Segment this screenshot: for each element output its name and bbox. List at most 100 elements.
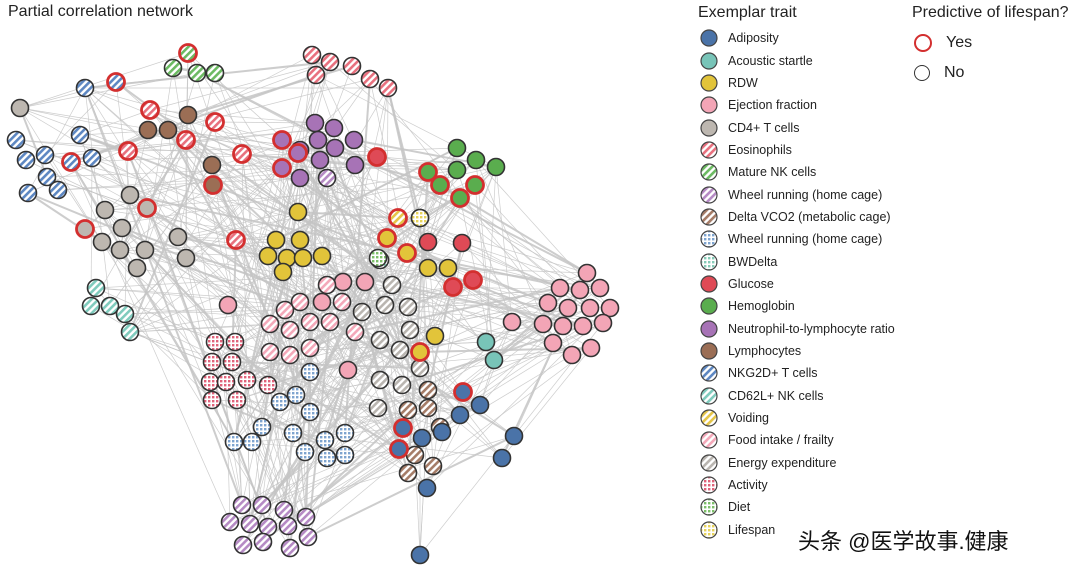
network-node — [370, 330, 390, 350]
network-node — [463, 270, 483, 290]
network-node — [388, 208, 408, 228]
legend-item: Lymphocytes — [698, 340, 898, 362]
network-node — [127, 258, 147, 278]
network-edge — [121, 227, 323, 303]
network-edge — [309, 321, 409, 411]
legend-item-label: Wheel running (home cage) — [728, 232, 883, 247]
network-node — [120, 322, 140, 342]
network-edge — [84, 87, 243, 506]
network-node — [258, 375, 278, 395]
network-edge — [95, 287, 301, 303]
network-edge — [305, 289, 581, 518]
network-node — [570, 280, 590, 300]
network-node — [317, 448, 337, 468]
network-node — [332, 292, 352, 312]
network-node — [232, 144, 252, 164]
network-node — [418, 380, 438, 400]
network-edge — [261, 426, 441, 506]
network-node — [344, 130, 364, 150]
network-node — [553, 316, 573, 336]
network-edge — [251, 349, 401, 443]
network-node — [368, 398, 388, 418]
network-node — [278, 516, 298, 536]
legend-item: BWDelta — [698, 250, 898, 272]
network-node — [450, 405, 470, 425]
no-ring-icon — [914, 65, 930, 81]
network-edge — [136, 72, 198, 269]
network-node — [324, 118, 344, 138]
network-edge — [109, 305, 331, 323]
network-edge — [214, 341, 238, 401]
network-node — [202, 352, 222, 372]
network-node — [205, 332, 225, 352]
network-node — [562, 345, 582, 365]
network-node — [335, 445, 355, 465]
network-node — [410, 208, 430, 228]
legend-item: Adiposity — [698, 27, 898, 49]
network-node — [252, 417, 272, 437]
network-node — [227, 390, 247, 410]
network-edge — [129, 127, 335, 196]
network-node — [273, 262, 293, 282]
network-node — [266, 230, 286, 250]
network-edge — [377, 257, 487, 343]
network-node — [410, 358, 430, 378]
network-node — [476, 332, 496, 352]
legend-item-label: Lymphocytes — [728, 343, 802, 358]
network-node — [452, 233, 472, 253]
network-node — [465, 175, 485, 195]
network-node — [288, 202, 308, 222]
legend-item: NKG2D+ T cells — [698, 362, 898, 384]
network-node — [18, 183, 38, 203]
network-node — [335, 423, 355, 443]
network-node — [140, 100, 160, 120]
network-node — [397, 243, 417, 263]
network-node — [120, 185, 140, 205]
network-edge — [286, 87, 389, 259]
legend-item-label: Voiding — [728, 411, 770, 426]
network-edge — [70, 147, 458, 163]
network-edge — [149, 61, 331, 111]
legend-item: CD62L+ NK cells — [698, 385, 898, 407]
network-node — [333, 272, 353, 292]
legend-item-label: Energy expenditure — [728, 455, 837, 470]
network-edge — [297, 152, 366, 283]
legend-swatch-icon — [700, 275, 718, 293]
network-node — [187, 63, 207, 83]
legend-item: Acoustic startle — [698, 49, 898, 71]
legend-item-label: Wheel running (home cage) — [728, 187, 883, 202]
network-node — [288, 143, 308, 163]
network-node — [382, 275, 402, 295]
network-edge — [326, 257, 379, 459]
network-edge — [214, 284, 393, 343]
network-node — [418, 398, 438, 418]
network-node — [202, 390, 222, 410]
predictive-yes-item: Yes — [912, 28, 1080, 58]
network-node — [432, 422, 452, 442]
network-node — [293, 248, 313, 268]
network-edge — [283, 432, 294, 511]
network-edge — [211, 361, 461, 416]
network-node — [178, 43, 198, 63]
network-node — [355, 272, 375, 292]
network-node — [425, 326, 445, 346]
network-node — [220, 512, 240, 532]
network-edge — [304, 279, 474, 453]
network-node — [158, 120, 178, 140]
network-node — [290, 168, 310, 188]
network-node — [317, 168, 337, 188]
network-node — [430, 175, 450, 195]
legend-item-label: CD62L+ NK cells — [728, 388, 824, 403]
predictive-no-item: No — [912, 58, 1080, 88]
network-node — [360, 69, 380, 89]
network-node — [352, 302, 372, 322]
network-node — [92, 232, 112, 252]
legend-item: Hemoglobin — [698, 295, 898, 317]
legend-swatch-icon — [700, 297, 718, 315]
legend-swatch-icon — [700, 29, 718, 47]
network-edge — [234, 329, 291, 343]
network-edge — [427, 267, 544, 325]
network-node — [486, 157, 506, 177]
legend-swatch-icon — [700, 141, 718, 159]
network-edge — [233, 149, 301, 443]
